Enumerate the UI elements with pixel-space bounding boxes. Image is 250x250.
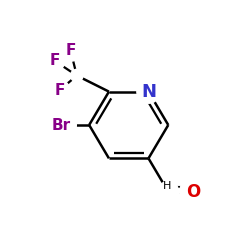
Text: F: F	[49, 53, 60, 68]
Circle shape	[137, 80, 160, 103]
Text: F: F	[54, 83, 65, 98]
Text: O: O	[186, 183, 200, 201]
Circle shape	[44, 50, 65, 71]
Circle shape	[70, 69, 83, 82]
Text: N: N	[141, 82, 156, 100]
Text: H: H	[163, 180, 171, 190]
Circle shape	[180, 178, 206, 205]
Text: F: F	[66, 43, 76, 58]
Text: Br: Br	[51, 118, 70, 132]
Circle shape	[158, 181, 179, 202]
Circle shape	[49, 80, 70, 101]
Circle shape	[60, 40, 81, 61]
Circle shape	[45, 110, 76, 140]
